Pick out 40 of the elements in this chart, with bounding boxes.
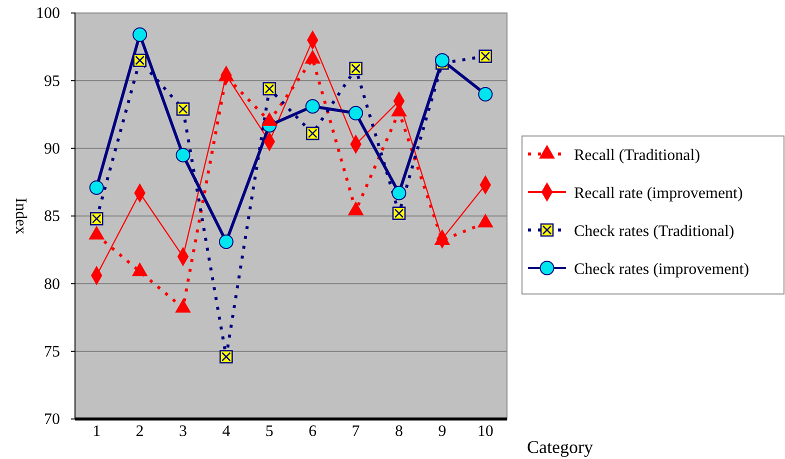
legend-label: Recall (Traditional): [574, 147, 700, 164]
point: [133, 54, 146, 68]
point: [306, 126, 320, 140]
x-tick-label: 1: [92, 423, 101, 440]
point: [132, 27, 148, 42]
x-tick-label: 10: [477, 423, 494, 440]
point: [349, 62, 362, 76]
x-tick-label: 5: [265, 423, 274, 440]
x-tick-label: 8: [395, 423, 403, 440]
x-tick-label: 9: [438, 423, 446, 440]
point: [434, 53, 450, 68]
point: [218, 234, 234, 249]
legend-label: Recall rate (improvement): [574, 185, 743, 202]
y-tick-label: 85: [44, 208, 60, 226]
point: [90, 212, 104, 226]
x-tick-label: 4: [222, 423, 230, 440]
y-tick-label: 80: [44, 276, 60, 293]
x-tick-label: 3: [179, 423, 187, 440]
x-tick-label: 7: [352, 423, 360, 440]
point: [176, 148, 190, 162]
point: [89, 180, 104, 195]
point: [220, 350, 233, 364]
legend-label: Check rates (improvement): [574, 261, 750, 278]
point: [305, 99, 320, 114]
x-axis-title: Category: [527, 437, 593, 457]
point: [392, 206, 406, 220]
y-tick-label: 75: [44, 343, 60, 360]
legend-label: Check rates (Traditional): [574, 223, 734, 240]
x-tick-label: 6: [308, 423, 317, 440]
x-tick-label: 2: [136, 423, 144, 440]
point: [348, 106, 364, 120]
point: [392, 186, 406, 200]
y-axis-title: Index: [12, 198, 29, 234]
point: [478, 50, 492, 63]
y-tick-label: 95: [44, 72, 60, 90]
y-tick-label: 100: [36, 5, 60, 22]
y-tick-label: 70: [44, 411, 60, 428]
y-tick-label: 90: [44, 140, 60, 158]
point: [478, 86, 493, 102]
point: [262, 82, 276, 96]
